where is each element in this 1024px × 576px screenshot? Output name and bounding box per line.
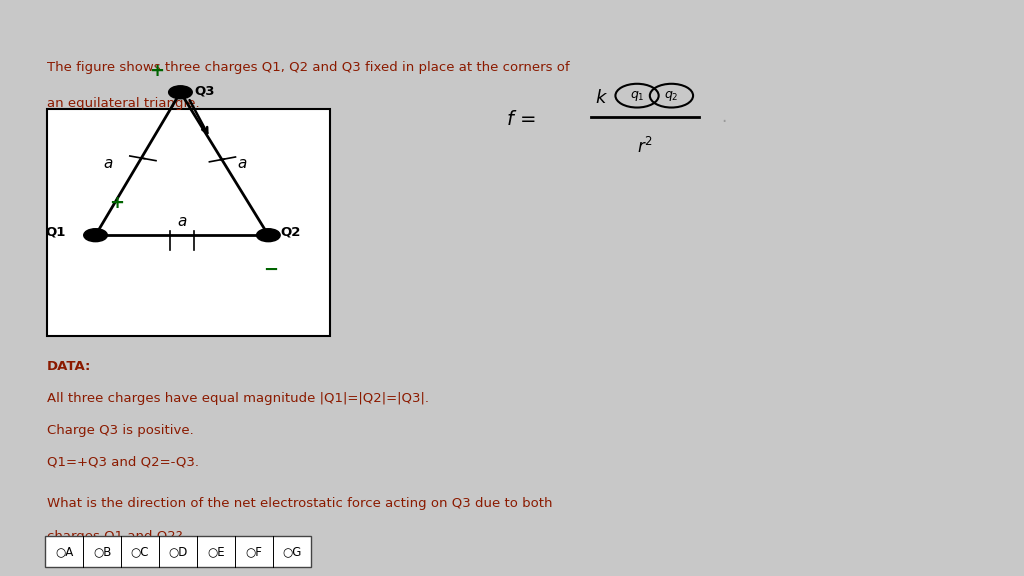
Text: Q1=+Q3 and Q2=-Q3.: Q1=+Q3 and Q2=-Q3. [47,455,200,468]
Circle shape [84,229,108,242]
Text: +: + [110,194,124,212]
Text: ○F: ○F [246,545,262,558]
Text: ○D: ○D [168,545,187,558]
Bar [47,109,331,336]
Text: f =: f = [507,111,537,130]
Circle shape [257,229,281,242]
Text: an equilateral triangle.: an equilateral triangle. [47,97,200,110]
Text: Q1: Q1 [46,226,66,239]
Text: a: a [103,156,114,171]
Text: .: . [721,108,726,126]
Text: DATA:: DATA: [47,360,91,373]
Text: charges Q1 and Q2?: charges Q1 and Q2? [47,529,183,543]
Text: −: − [263,262,278,279]
Text: ○G: ○G [282,545,301,558]
Text: +: + [148,62,164,79]
Text: ○E: ○E [207,545,224,558]
Text: What is the direction of the net electrostatic force acting on Q3 due to both: What is the direction of the net electro… [47,497,553,510]
Text: k: k [596,89,606,107]
Text: The figure shows three charges Q1, Q2 and Q3 fixed in place at the corners of: The figure shows three charges Q1, Q2 an… [47,60,569,74]
Bar [45,536,310,567]
Text: ○C: ○C [131,545,150,558]
Text: ○B: ○B [93,545,112,558]
Text: ○A: ○A [55,545,74,558]
Text: a: a [238,156,247,171]
Text: $q_1$: $q_1$ [630,89,644,103]
Text: All three charges have equal magnitude |Q1|=|Q2|=|Q3|.: All three charges have equal magnitude |… [47,392,429,406]
Text: Q3: Q3 [195,84,215,97]
Text: Q2: Q2 [281,226,300,239]
Text: a: a [177,214,186,229]
Text: Charge Q3 is positive.: Charge Q3 is positive. [47,424,194,437]
Text: $r^2$: $r^2$ [637,137,653,157]
Text: $q_2$: $q_2$ [665,89,679,103]
Circle shape [169,86,193,98]
